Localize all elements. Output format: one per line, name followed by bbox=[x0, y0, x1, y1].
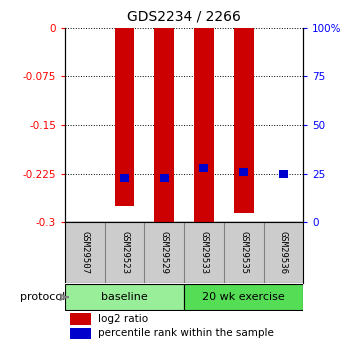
Bar bbox=[200, 164, 208, 172]
Text: GSM29529: GSM29529 bbox=[160, 231, 169, 274]
Text: GSM29536: GSM29536 bbox=[279, 231, 288, 274]
Text: GSM29507: GSM29507 bbox=[81, 231, 89, 274]
Text: GSM29533: GSM29533 bbox=[200, 231, 208, 274]
Bar bbox=[154, 28, 174, 226]
Bar bbox=[184, 285, 303, 310]
Text: GSM29535: GSM29535 bbox=[239, 231, 248, 274]
Text: log2 ratio: log2 ratio bbox=[98, 314, 148, 324]
Bar bbox=[120, 174, 129, 181]
Text: protocol: protocol bbox=[20, 292, 65, 302]
Bar bbox=[114, 28, 134, 206]
Text: GSM29523: GSM29523 bbox=[120, 231, 129, 274]
Bar bbox=[160, 174, 169, 181]
Bar bbox=[194, 28, 214, 226]
Bar bbox=[70, 313, 91, 325]
Text: 20 wk exercise: 20 wk exercise bbox=[202, 292, 285, 302]
Text: baseline: baseline bbox=[101, 292, 148, 302]
Bar bbox=[234, 28, 253, 213]
Text: percentile rank within the sample: percentile rank within the sample bbox=[98, 328, 274, 338]
Bar bbox=[279, 170, 288, 178]
Bar bbox=[65, 285, 184, 310]
Title: GDS2234 / 2266: GDS2234 / 2266 bbox=[127, 10, 241, 24]
Bar bbox=[239, 168, 248, 176]
Bar bbox=[70, 328, 91, 339]
